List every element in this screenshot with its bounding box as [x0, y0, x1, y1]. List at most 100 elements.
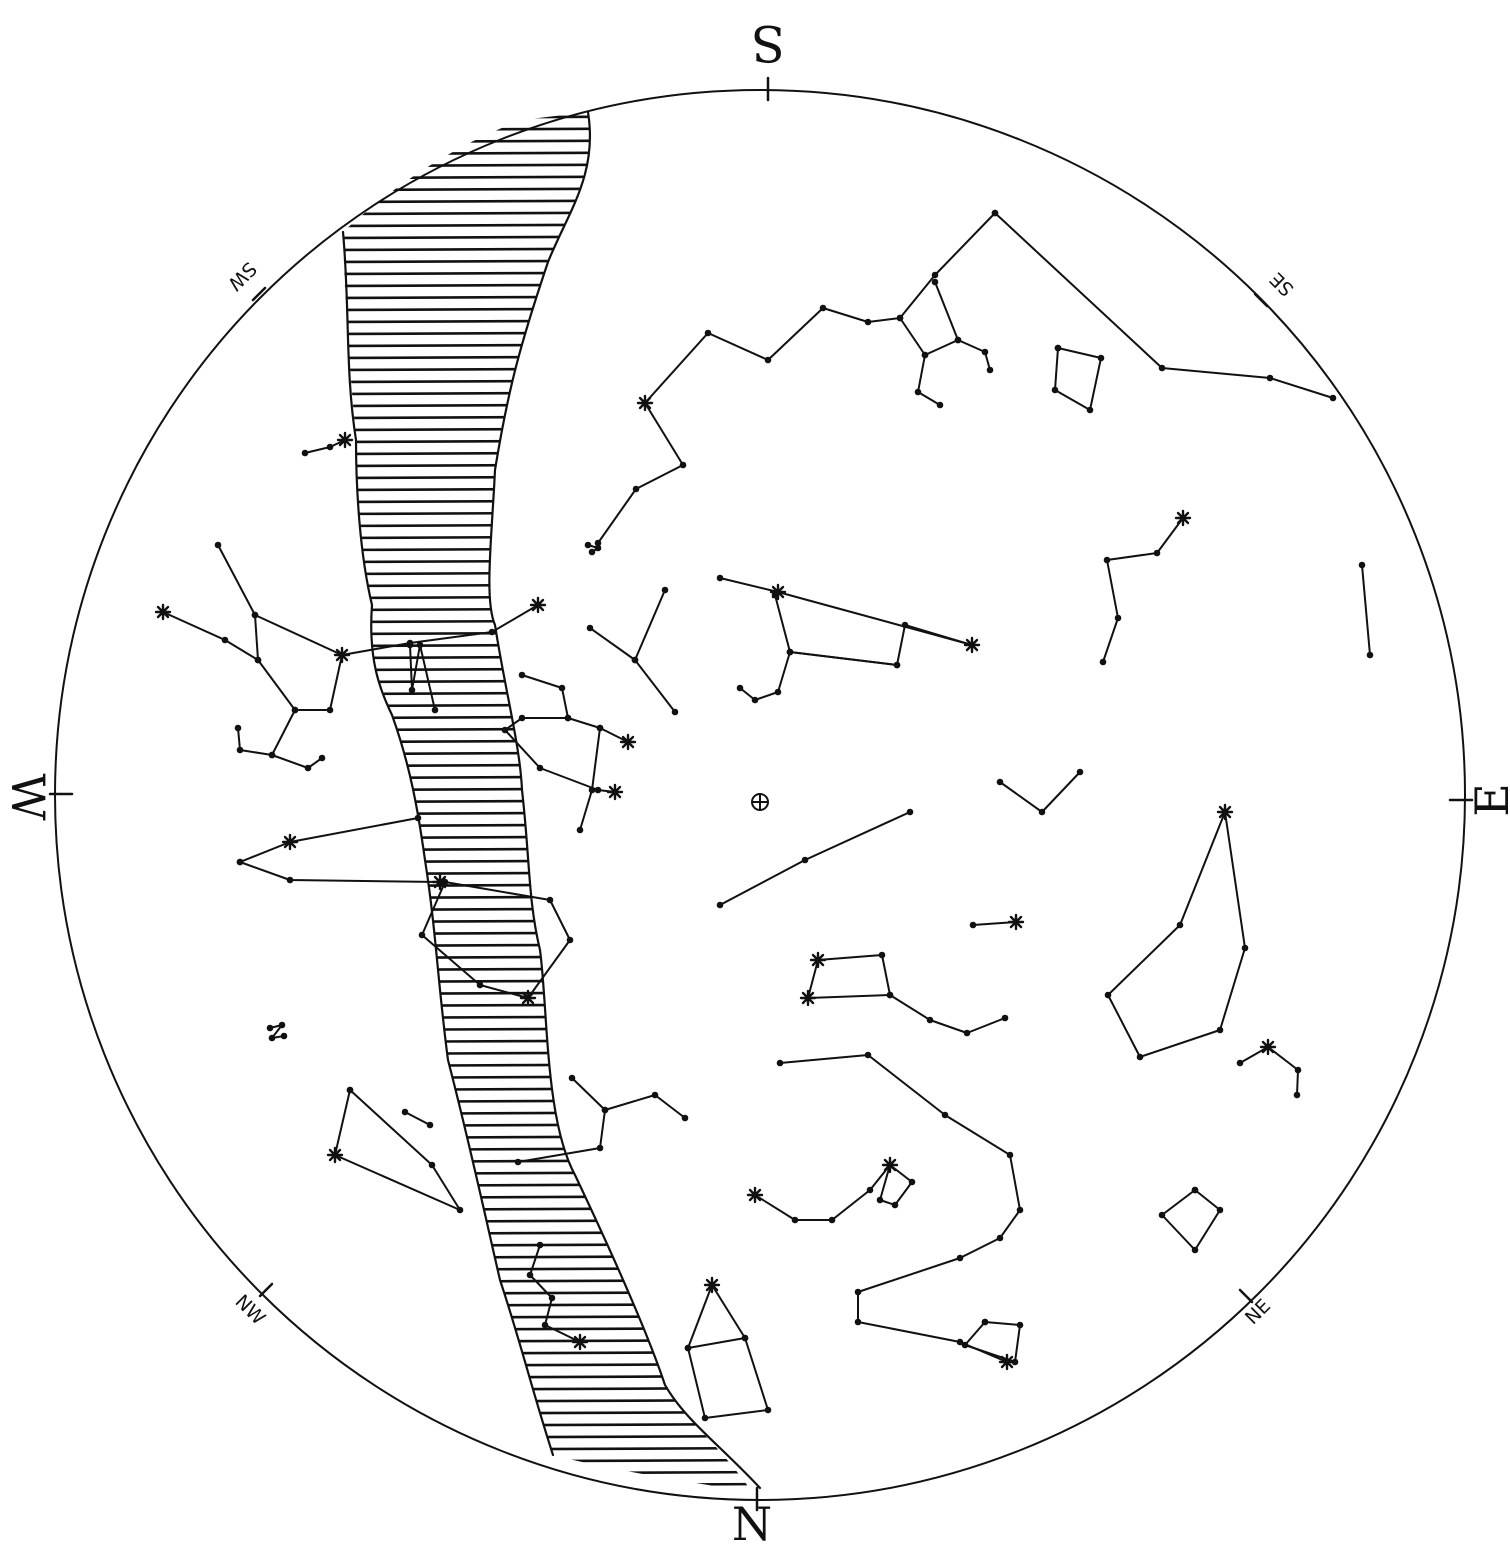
milky-way-hatch — [343, 690, 752, 696]
label-south: S — [751, 14, 785, 72]
milky-way-hatch — [343, 438, 752, 444]
star-dot — [791, 1216, 799, 1224]
constellation-cassiopeia-tail — [568, 1074, 609, 1114]
star-dot — [268, 1034, 276, 1042]
constellation-line — [409, 644, 436, 711]
star-dot — [661, 586, 669, 594]
milky-way-hatch — [343, 678, 752, 684]
milky-way-hatch — [343, 594, 752, 600]
milky-way-hatch — [343, 318, 752, 324]
constellation-ophiuchus-like — [896, 314, 944, 409]
star-dot — [1158, 1211, 1166, 1219]
star-dot — [651, 1091, 659, 1099]
star-dot — [286, 876, 294, 884]
zenith-marker — [751, 793, 769, 811]
star-dot — [1006, 1151, 1014, 1159]
star-dot — [996, 778, 1004, 786]
constellation-line — [687, 1284, 769, 1419]
milky-way-hatch — [343, 882, 752, 888]
milky-way-hatch — [343, 1074, 752, 1080]
milky-way-hatch — [343, 210, 752, 216]
constellation-line — [924, 339, 959, 356]
star-dot — [266, 1024, 274, 1032]
star-dot — [1366, 651, 1374, 659]
constellation-line — [239, 861, 441, 883]
milky-way-hatch — [343, 402, 752, 408]
constellation-cepheus-peak — [708, 1281, 749, 1342]
constellation-figures — [154, 209, 1374, 1422]
milky-way-hatch — [343, 354, 752, 360]
bright-star-icon — [154, 603, 172, 621]
star-dot — [914, 388, 922, 396]
milky-way-hatch — [343, 1194, 752, 1200]
star-dot — [1016, 1321, 1024, 1329]
constellation-line — [237, 709, 296, 756]
bright-star-icon — [769, 583, 787, 601]
constellation-arc-right — [1236, 1038, 1302, 1099]
constellation-canis-like — [301, 431, 354, 457]
star-dot — [1241, 944, 1249, 952]
bright-star-icon — [529, 596, 547, 614]
milky-way-hatch — [343, 1470, 752, 1476]
star-dot — [1294, 1066, 1302, 1074]
milky-way-hatch — [343, 414, 752, 420]
milky-way-hatch — [343, 1482, 752, 1488]
constellation-line — [1107, 811, 1246, 1058]
bright-star-icon — [1259, 1038, 1277, 1056]
star-dot — [594, 539, 602, 547]
milky-way-hatch — [343, 198, 752, 204]
bright-star-icon — [998, 1353, 1016, 1371]
milky-way-hatch — [343, 702, 752, 708]
star-dot — [501, 726, 509, 734]
milky-way-hatch — [343, 654, 752, 660]
star-dot — [221, 636, 229, 644]
star-dot — [428, 1161, 436, 1169]
star-dot — [234, 724, 242, 732]
milky-way-hatch — [343, 870, 752, 876]
milky-way-hatch — [343, 618, 752, 624]
milky-way-hatch — [343, 894, 752, 900]
star-dot — [1086, 406, 1094, 414]
star-dot — [996, 1234, 1004, 1242]
star-dot — [814, 956, 822, 964]
milky-way-hatch — [343, 930, 752, 936]
bright-star-icon — [963, 636, 981, 654]
milky-way-hatch — [343, 558, 752, 564]
constellation-line — [634, 589, 666, 661]
constellation-line — [504, 674, 616, 793]
star-dot — [774, 688, 782, 696]
star-dot — [961, 1341, 969, 1349]
milky-way-hatch — [343, 1338, 752, 1344]
constellation-line — [1054, 347, 1102, 411]
star-dot — [418, 931, 426, 939]
star-dot — [854, 1318, 862, 1326]
star-dot — [214, 541, 222, 549]
star-dot — [436, 878, 444, 886]
star-dot — [584, 541, 592, 549]
milky-way-hatch — [343, 582, 752, 588]
star-dot — [326, 443, 334, 451]
star-dot — [764, 1406, 772, 1414]
star-dot — [854, 1288, 862, 1296]
milky-way-hatch — [343, 342, 752, 348]
milky-way-hatch — [343, 954, 752, 960]
star-dot — [566, 936, 574, 944]
star-dot — [536, 1241, 544, 1249]
star-dot — [1216, 1026, 1224, 1034]
star-dot — [548, 1294, 556, 1302]
star-dot — [921, 351, 929, 359]
milky-way-hatch — [343, 222, 752, 228]
label-west: W — [1, 773, 55, 821]
star-dot — [1358, 561, 1366, 569]
constellation-line — [1361, 564, 1371, 656]
constellation-little-box — [961, 1318, 1024, 1371]
milky-way-hatch — [343, 606, 752, 612]
bright-star-icon — [336, 431, 354, 449]
star-dot — [908, 1178, 916, 1186]
milky-way-hatch — [343, 918, 752, 924]
constellation-line — [719, 811, 911, 906]
star-dot — [936, 401, 944, 409]
star-dot — [488, 628, 496, 636]
bright-star-icon — [519, 989, 537, 1007]
